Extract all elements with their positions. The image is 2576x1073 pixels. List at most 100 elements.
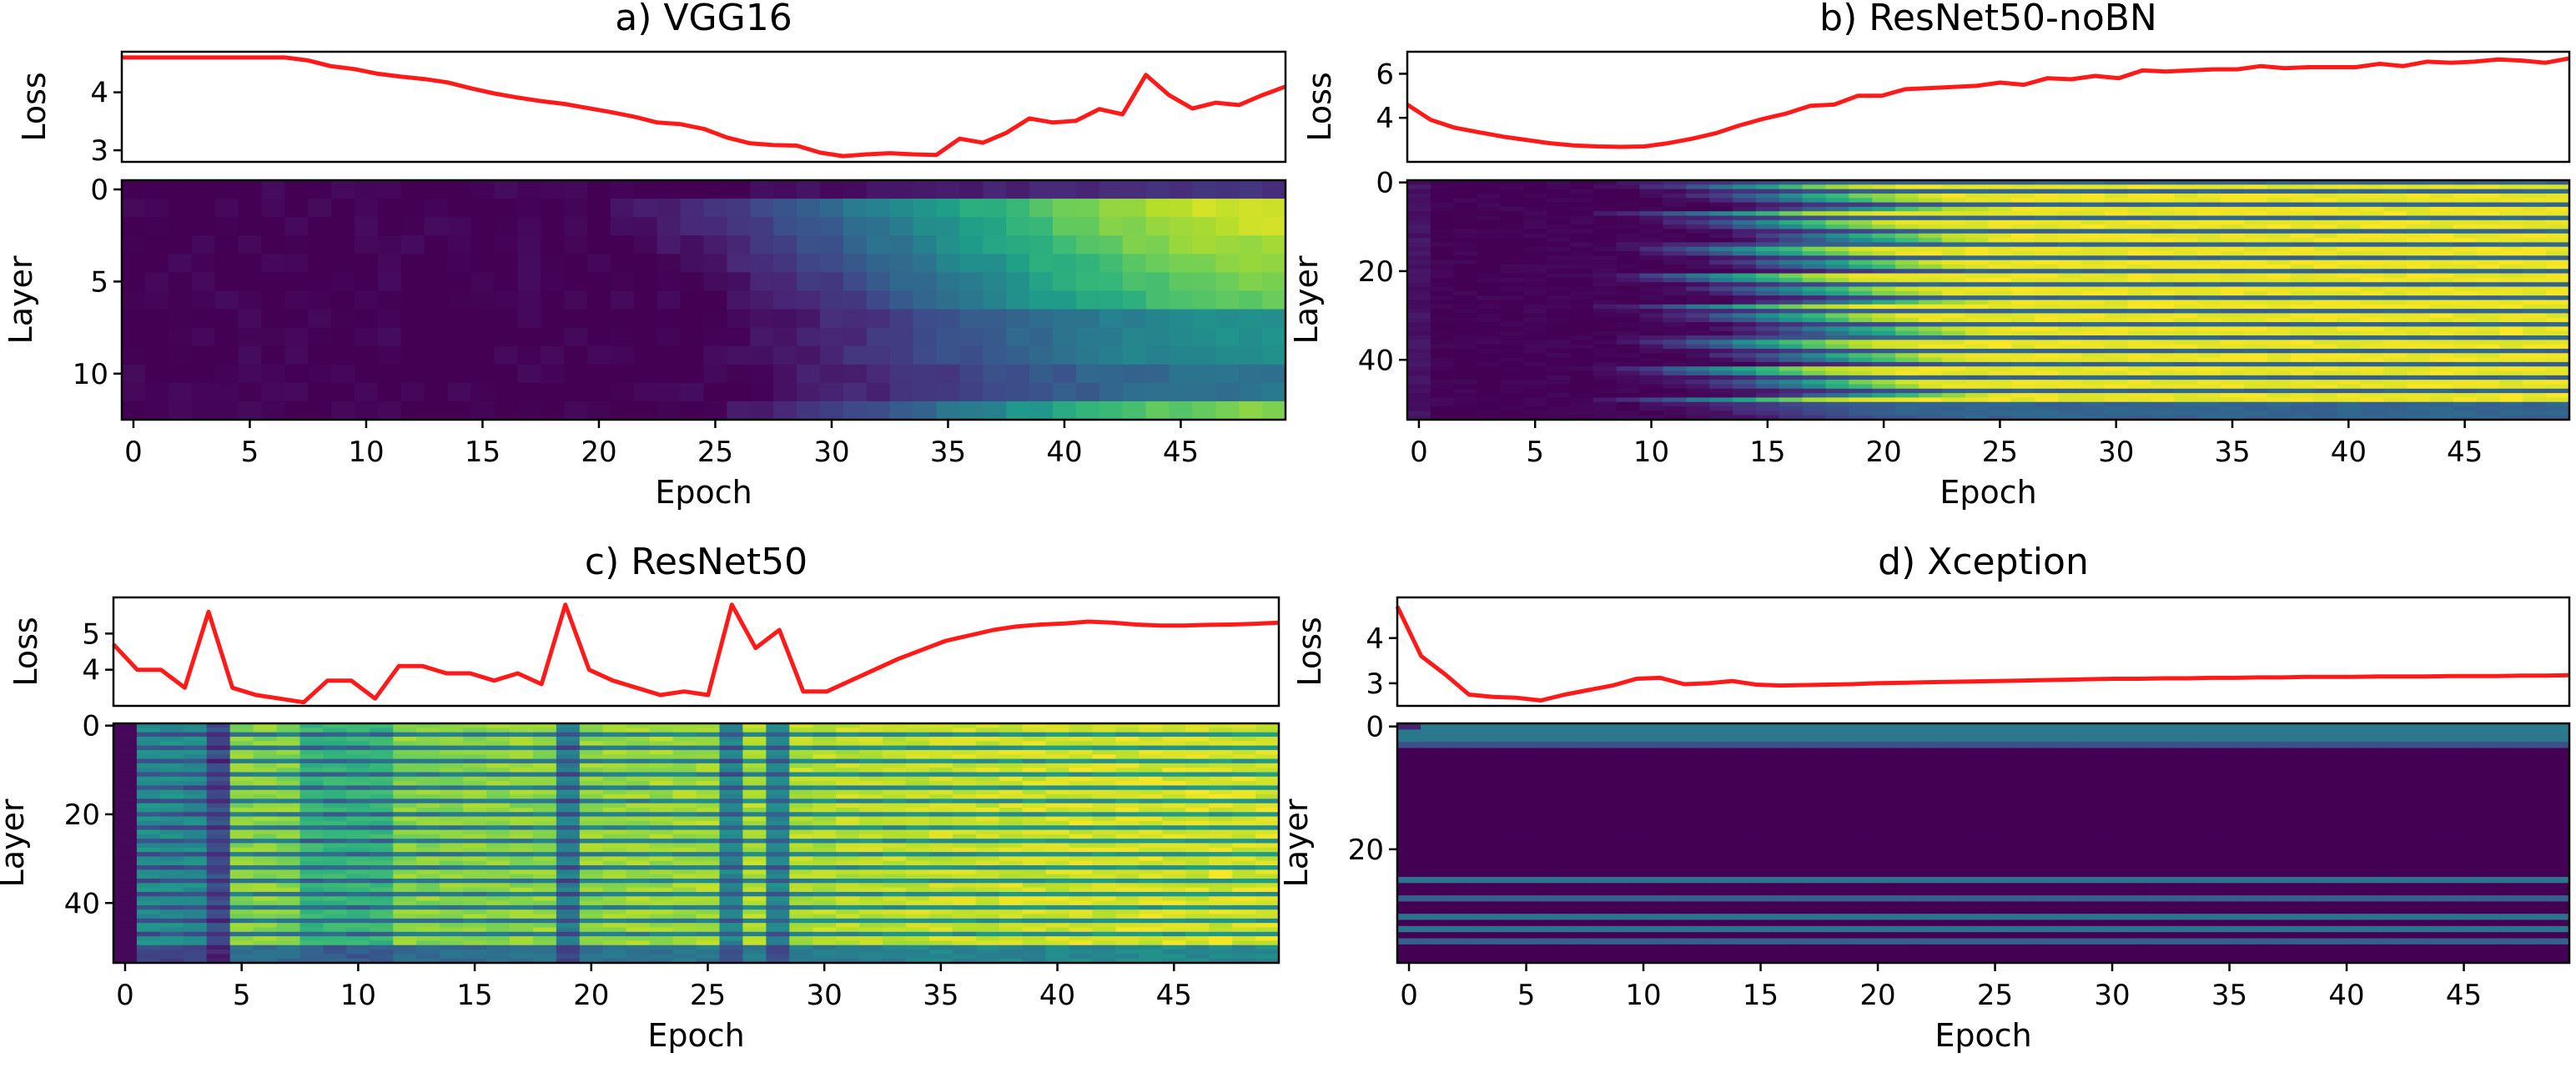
heatmap-cell <box>1500 219 1524 225</box>
heatmap-cell <box>1616 370 1641 376</box>
heatmap-cell <box>1477 317 1502 323</box>
heatmap-cell <box>1639 251 1664 256</box>
heatmap-cell <box>2267 326 2292 332</box>
heatmap-cell <box>1570 415 1594 421</box>
heatmap-cell <box>703 235 727 254</box>
heatmap-cell <box>1570 317 1594 323</box>
heatmap-cell <box>2499 189 2523 194</box>
heatmap-cell <box>214 382 239 402</box>
heatmap-cell <box>1069 736 1094 742</box>
heatmap-cell <box>1592 282 1618 288</box>
heatmap-cell <box>2058 264 2082 270</box>
heatmap-cell <box>346 758 370 764</box>
heatmap-cell <box>447 327 472 347</box>
heatmap-cell <box>1639 184 1664 190</box>
heatmap-cell <box>1477 313 1502 319</box>
heatmap-cell <box>2127 259 2152 265</box>
heatmap-cell <box>284 345 309 365</box>
heatmap-cell <box>400 199 425 218</box>
heatmap-cell <box>2523 335 2547 340</box>
heatmap-cell <box>440 758 464 764</box>
heatmap-cell <box>1477 366 1502 372</box>
heatmap-cell <box>400 327 425 347</box>
heatmap-cell <box>2151 180 2175 185</box>
heatmap-cell <box>1849 184 1873 190</box>
heatmap-cell <box>905 732 930 738</box>
heatmap-cell <box>959 309 984 329</box>
heatmap-cell <box>587 345 611 365</box>
heatmap-cell <box>1453 300 1478 305</box>
heatmap-cell <box>1022 758 1047 764</box>
heatmap-cell <box>1733 388 1757 394</box>
heatmap-cell <box>2267 397 2292 403</box>
heatmap-cell <box>2406 290 2431 296</box>
heatmap-cell <box>2290 202 2315 208</box>
heatmap-cell <box>1232 781 1256 786</box>
heatmap-cell <box>1162 789 1186 795</box>
heatmap-cell <box>1872 251 1896 256</box>
heatmap-cell <box>1022 736 1047 742</box>
heatmap-cell <box>370 768 394 773</box>
heatmap-cell <box>1686 357 1710 363</box>
heatmap-cell <box>1145 327 1170 347</box>
heatmap-cell <box>1232 745 1256 751</box>
heatmap-cell <box>2221 401 2245 407</box>
heatmap-cell <box>905 772 930 778</box>
heatmap-cell <box>1092 772 1117 778</box>
heatmap-cell <box>113 768 138 773</box>
heatmap-cell <box>1523 290 1547 296</box>
heatmap-cell <box>509 745 534 751</box>
heatmap-cell <box>999 723 1024 728</box>
heatmap-cell <box>2360 326 2384 332</box>
heatmap-cell <box>633 345 658 365</box>
heatmap-cell <box>1162 843 1186 849</box>
heatmap-cell <box>2290 242 2315 248</box>
heatmap-cell <box>883 763 907 768</box>
heatmap-cell <box>113 856 138 862</box>
heatmap-cell <box>1918 340 1943 345</box>
heatmap-cell <box>1255 776 1280 782</box>
heatmap-cell <box>1802 180 1827 185</box>
heatmap-cell <box>2104 326 2129 332</box>
heatmap-cell <box>696 843 721 849</box>
heatmap-cell <box>416 825 440 831</box>
heatmap-cell <box>742 736 767 742</box>
heatmap-cell <box>1099 199 1124 218</box>
heatmap-cell <box>1192 180 1216 199</box>
heatmap-cell <box>1872 255 1896 261</box>
heatmap-cell <box>1686 242 1710 248</box>
heatmap-cell <box>626 745 651 751</box>
heatmap-cell <box>657 400 682 421</box>
heatmap-cell <box>1169 345 1193 365</box>
heatmap-cell <box>1849 326 1873 332</box>
heatmap-cell <box>1115 798 1140 804</box>
heatmap-cell <box>370 732 394 738</box>
heatmap-cell <box>649 812 674 818</box>
heatmap-cell <box>1663 211 1687 217</box>
heatmap-cell <box>2011 406 2035 411</box>
heatmap-cell <box>1686 246 1710 252</box>
heatmap-cell <box>1255 794 1280 799</box>
heatmap-cell <box>1523 326 1547 332</box>
heatmap-cell <box>122 309 146 329</box>
heatmap-cell <box>261 254 285 273</box>
heatmap-cell <box>999 745 1024 751</box>
heatmap-cell <box>2080 238 2106 243</box>
heatmap-cell <box>1686 366 1710 372</box>
heatmap-cell <box>214 327 239 347</box>
heatmap-cell <box>1825 238 1849 243</box>
heatmap-cell <box>579 728 604 733</box>
heatmap-cell <box>1192 382 1216 402</box>
heatmap-cell <box>2337 344 2361 350</box>
heatmap-cell <box>2476 233 2501 239</box>
heatmap-cell <box>1099 327 1124 347</box>
heatmap-cell <box>424 309 449 329</box>
heatmap-cell <box>331 327 355 347</box>
heatmap-cell <box>1139 749 1163 755</box>
heatmap-cell <box>238 272 262 292</box>
heatmap-cell <box>1477 401 1502 407</box>
heatmap-cell <box>2197 295 2221 301</box>
heatmap-cell <box>2313 317 2337 323</box>
heatmap-cell <box>1941 375 1966 380</box>
heatmap-cell <box>1918 224 1943 230</box>
